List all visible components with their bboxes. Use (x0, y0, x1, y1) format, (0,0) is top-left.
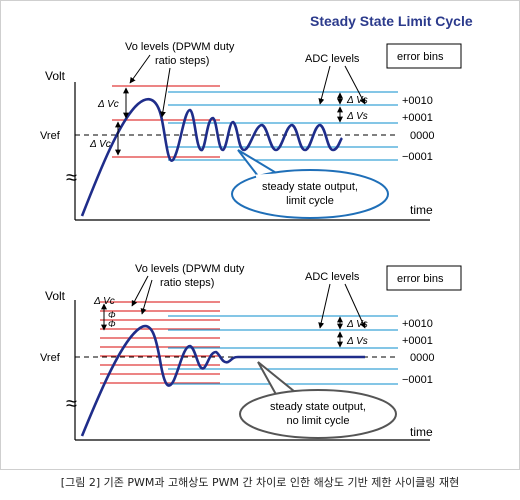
top-delta-vs-upper: Δ Vs (346, 95, 368, 106)
top-vo-levels-label-2: ratio steps) (155, 55, 209, 67)
bottom-vo-levels-label-1: Vo levels (DPWM duty (135, 263, 245, 275)
bottom-adc-pointer-1 (318, 283, 331, 329)
bottom-bin-2: 0000 (410, 352, 434, 364)
bottom-axis-y-label: Volt (45, 289, 66, 303)
bottom-axis-break-icon: ≈ (66, 393, 77, 415)
bottom-callout-text-1: steady state output, (270, 401, 366, 413)
bottom-bin-3: −0001 (402, 374, 433, 386)
bottom-phi-lower: Φ (108, 319, 116, 329)
bottom-panel: Volt time ≈ Vref Δ Vc Φ (40, 263, 462, 441)
top-adc-levels-label: ADC levels (305, 53, 360, 65)
bottom-vo-levels-label-2: ratio steps) (160, 277, 214, 289)
top-vo-levels-label-1: Vo levels (DPWM duty (125, 41, 235, 53)
bottom-axis-x-label: time (410, 425, 433, 439)
bottom-adc-levels-label: ADC levels (305, 271, 360, 283)
bottom-phi-upper: Φ (108, 310, 116, 320)
top-delta-vs-lower: Δ Vs (346, 111, 368, 122)
top-error-bins-box (386, 43, 462, 69)
top-axis-y-label: Volt (45, 69, 66, 83)
top-panel: Volt time ≈ Vref Δ Vc Δ Vc Vo levels (DP… (40, 41, 462, 221)
bottom-adc-pointer-2 (344, 283, 366, 329)
top-delta-vc-lower: Δ Vc (89, 139, 111, 150)
bottom-delta-vc: Δ Vc (93, 296, 115, 307)
top-bin-1: +0001 (402, 112, 433, 124)
top-vo-pointer-2 (159, 67, 171, 118)
bottom-error-bins-box (386, 265, 462, 291)
bottom-vref-label: Vref (40, 352, 61, 364)
top-adc-pointer-2 (344, 65, 366, 105)
top-adc-pointer-1 (318, 65, 331, 105)
top-bin-2: 0000 (410, 130, 434, 142)
bottom-delta-vs-upper: Δ Vs (346, 319, 368, 330)
bottom-callout-text-2: no limit cycle (287, 415, 350, 427)
top-vo-pointer-1 (129, 54, 151, 84)
bottom-vo-pointer-1 (131, 275, 149, 307)
top-bin-3: −0001 (402, 151, 433, 163)
bottom-waveform (80, 324, 365, 437)
top-callout-text-1: steady state output, (262, 181, 358, 193)
bottom-dpwm-levels (100, 301, 220, 384)
bottom-bin-1: +0001 (402, 335, 433, 347)
figure-title: Steady State Limit Cycle (310, 13, 473, 29)
top-axis-break-icon: ≈ (66, 167, 77, 189)
bottom-vo-pointer-2 (140, 279, 153, 315)
top-error-bins-label: error bins (397, 51, 444, 63)
bottom-callout (239, 389, 397, 439)
bottom-bin-0: +0010 (402, 318, 433, 330)
limit-cycle-figure: Steady State Limit Cycle Volt time ≈ Vre… (0, 0, 520, 470)
bottom-delta-vs-lower: Δ Vs (346, 336, 368, 347)
top-delta-vc-upper: Δ Vc (97, 99, 119, 110)
top-vref-label: Vref (40, 130, 61, 142)
top-callout-text-2: limit cycle (286, 195, 334, 207)
top-callout (231, 169, 389, 219)
top-bin-0: +0010 (402, 95, 433, 107)
figure-caption: [그림 2] 기존 PWM과 고해상도 PWM 간 차이로 인한 해상도 기반 … (60, 476, 460, 489)
top-axis-x-label: time (410, 203, 433, 217)
bottom-error-bins-label: error bins (397, 273, 444, 285)
top-dpwm-levels (112, 85, 220, 158)
top-adc-levels (168, 91, 398, 161)
top-waveform (80, 98, 344, 217)
